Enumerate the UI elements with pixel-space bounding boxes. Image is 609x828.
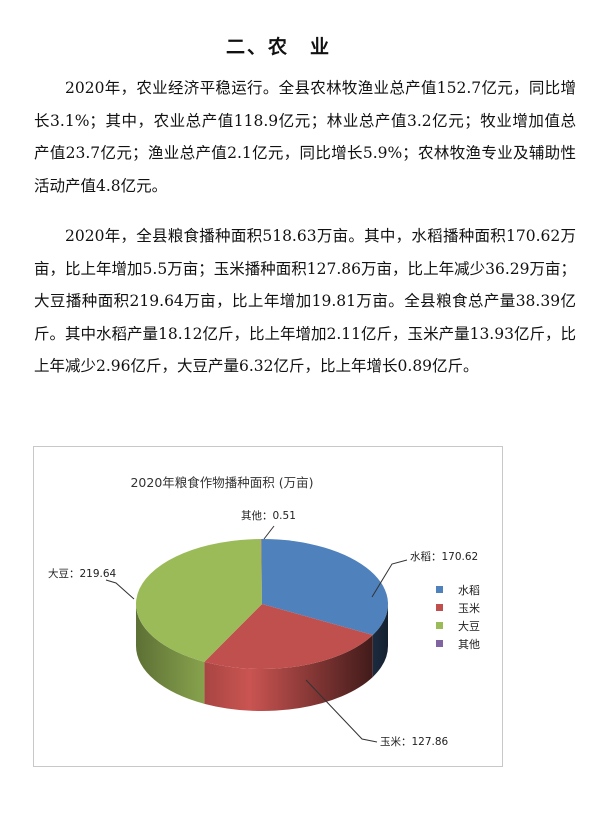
legend-swatch-soybean bbox=[436, 622, 443, 629]
leader-line-other bbox=[263, 525, 275, 540]
section-heading: 二、农 业 bbox=[225, 36, 331, 58]
paragraph-grain-area: 2020年，全县粮食播种面积518.63万亩。其中，水稻播种面积170.62万亩… bbox=[34, 227, 576, 375]
legend-label-soybean: 大豆 bbox=[458, 619, 480, 633]
leader-line-soybean bbox=[105, 579, 135, 600]
pie-slice-rice[interactable] bbox=[262, 539, 388, 635]
chart-title: 2020年粮食作物播种面积 (万亩) bbox=[130, 475, 313, 490]
legend-swatch-rice bbox=[436, 586, 443, 593]
pie-chart-container: 2020年粮食作物播种面积 (万亩) 水稻：170.62 玉米：127.86 大豆：… bbox=[33, 446, 503, 767]
legend-label-other: 其他 bbox=[458, 638, 480, 651]
leader-line-corn bbox=[305, 679, 378, 743]
paragraph-agriculture-output: 2020年，农业经济平稳运行。全县农林牧渔业总产值152.7亿元，同比增长3.1… bbox=[34, 79, 576, 195]
pie-slice-corn[interactable] bbox=[204, 604, 373, 669]
legend-label-corn: 玉米 bbox=[458, 602, 480, 615]
data-label-soybean: 大豆：219.64 bbox=[48, 567, 117, 580]
data-label-rice: 水稻：170.62 bbox=[410, 551, 478, 563]
data-label-other: 其他：0.51 bbox=[241, 509, 296, 522]
pie-slice-soybean[interactable] bbox=[136, 539, 262, 662]
pie-side-rice bbox=[372, 604, 388, 677]
legend-label-rice: 水稻 bbox=[458, 584, 480, 597]
pie-side-soybean bbox=[136, 604, 205, 704]
pie-chart: 2020年粮食作物播种面积 (万亩) 水稻：170.62 玉米：127.86 大豆：… bbox=[48, 475, 480, 748]
leader-line-rice bbox=[371, 559, 408, 598]
legend-swatch-other bbox=[436, 640, 443, 647]
legend-swatch-corn bbox=[436, 604, 443, 611]
data-label-corn: 玉米：127.86 bbox=[380, 735, 449, 748]
pie-side-corn bbox=[204, 634, 373, 711]
